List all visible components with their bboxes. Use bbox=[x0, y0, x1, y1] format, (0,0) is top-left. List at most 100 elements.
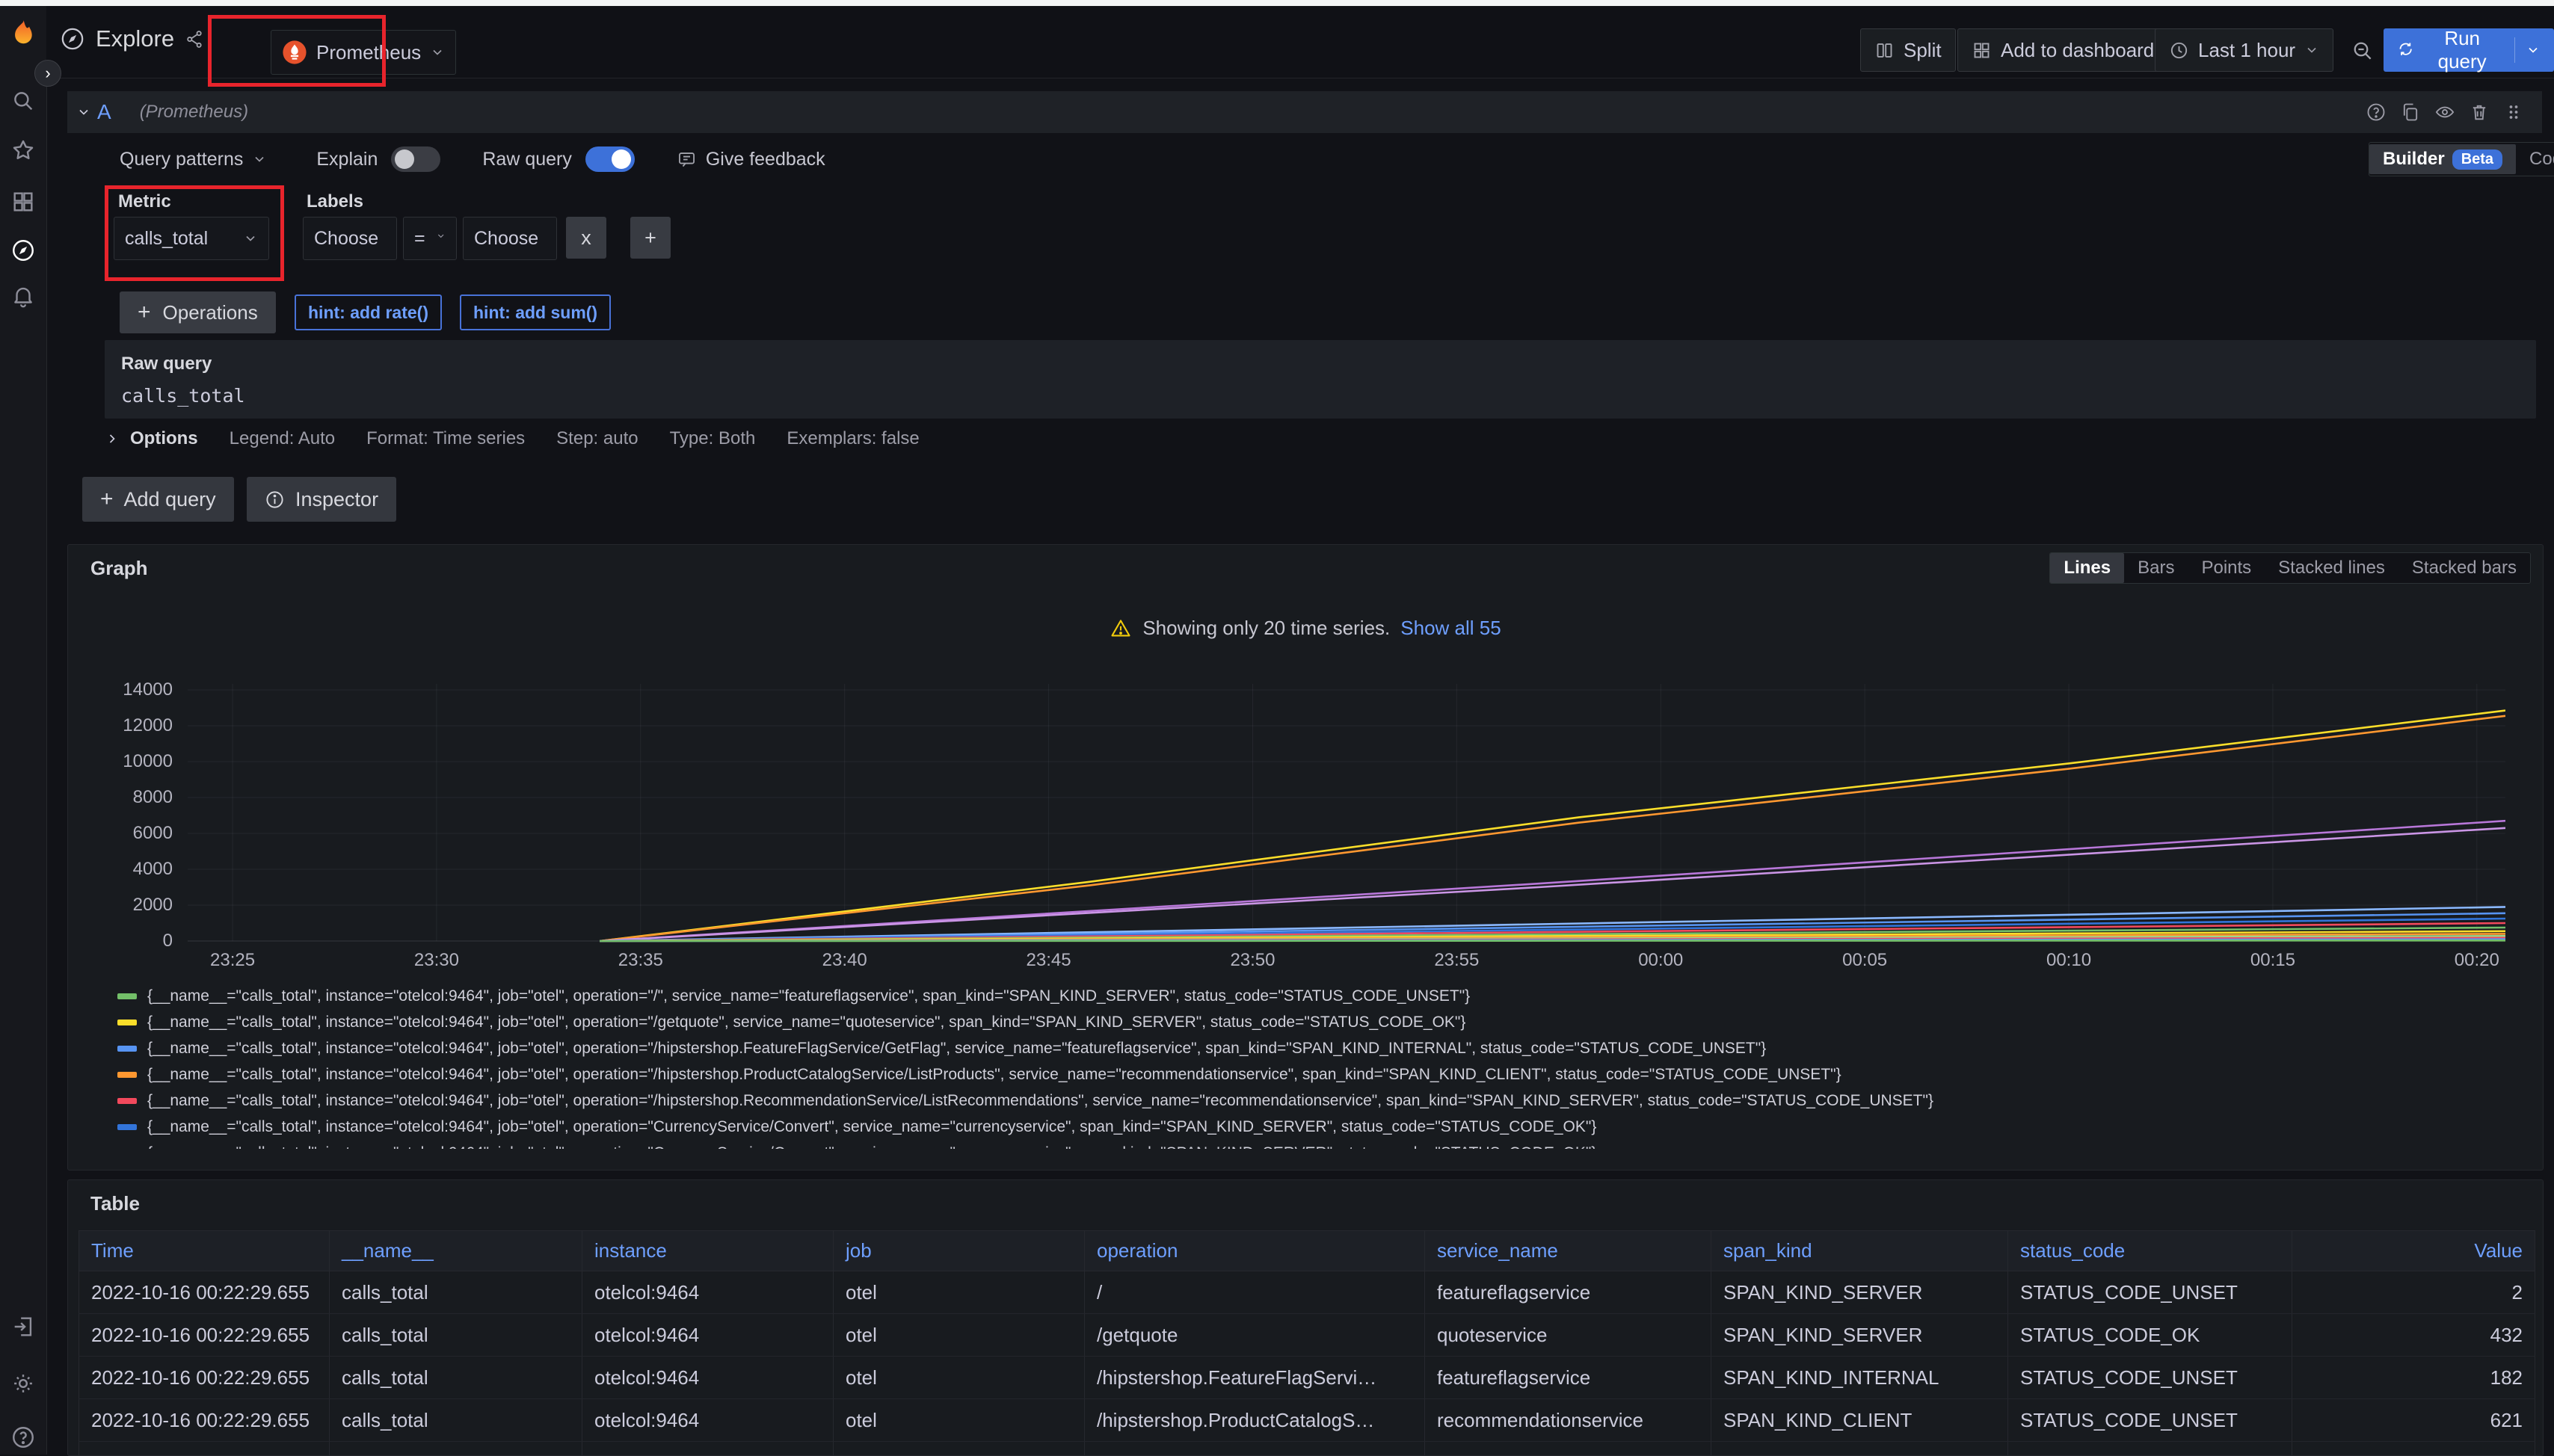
give-feedback-label: Give feedback bbox=[705, 148, 825, 170]
explain-toggle[interactable] bbox=[391, 146, 441, 172]
raw-query-toggle[interactable] bbox=[585, 146, 635, 172]
x-tick-label: 23:25 bbox=[210, 950, 256, 970]
label-value-select[interactable]: Choose bbox=[463, 217, 557, 260]
raw-query-toggle-label: Raw query bbox=[482, 148, 572, 170]
query-datasource-hint: (Prometheus) bbox=[139, 102, 249, 122]
remove-query-trash-icon[interactable] bbox=[2469, 102, 2490, 123]
results-table: Time __name__ instance job operation service_… bbox=[79, 1230, 2535, 1455]
table-header-cell[interactable]: service_name bbox=[1425, 1231, 1711, 1271]
graph-mode-points[interactable]: Points bbox=[2201, 558, 2252, 578]
legend-series-label: {__name__="calls_total", instance="otelc… bbox=[147, 1091, 1933, 1109]
option-item: Format: Time series bbox=[366, 428, 526, 448]
code-mode-tab[interactable]: Code bbox=[2516, 144, 2554, 174]
operations-button[interactable]: + Operations bbox=[120, 291, 276, 333]
table-cell: recommendationservice bbox=[1425, 1442, 1711, 1455]
explain-label: Explain bbox=[316, 148, 378, 170]
query-options-row[interactable]: Options Legend: Auto Format: Time series S… bbox=[105, 420, 2536, 457]
add-label-filter-button[interactable]: + bbox=[630, 217, 671, 259]
chevron-right-icon bbox=[105, 431, 120, 446]
sign-in-icon[interactable] bbox=[10, 1314, 36, 1339]
legend-row[interactable]: {__name__="calls_total", instance="otelc… bbox=[117, 1061, 1933, 1088]
explore-nav-icon[interactable] bbox=[10, 238, 36, 263]
table-cell: 621 bbox=[2292, 1399, 2535, 1441]
legend-row[interactable]: {__name__="calls_total", instance="otelc… bbox=[117, 1009, 1933, 1035]
legend-series-label: {__name__="calls_total", instance="otelc… bbox=[147, 1144, 1596, 1150]
table-cell: 432 bbox=[2292, 1314, 2535, 1356]
label-op-select[interactable]: = bbox=[403, 217, 457, 260]
legend-row[interactable]: {__name__="calls_total", instance="otelc… bbox=[117, 1035, 1933, 1061]
table-cell: 2 bbox=[2292, 1271, 2535, 1313]
table-header-cell[interactable]: Value bbox=[2292, 1231, 2535, 1271]
label-key-select[interactable]: Choose bbox=[303, 217, 397, 260]
graph-mode-stacked-bars[interactable]: Stacked bars bbox=[2411, 558, 2517, 578]
table-cell: SPAN_KIND_SERVER bbox=[1711, 1314, 2008, 1356]
drag-handle-icon[interactable] bbox=[2503, 102, 2524, 123]
inspector-button[interactable]: Inspector bbox=[247, 477, 397, 522]
label-value-value: Choose bbox=[474, 227, 539, 249]
sidebar-expand-button[interactable]: › bbox=[34, 60, 61, 87]
page-title: Explore bbox=[96, 25, 175, 52]
settings-gear-icon[interactable] bbox=[10, 1371, 36, 1396]
time-series-chart[interactable] bbox=[188, 684, 2505, 943]
legend-row[interactable]: {__name__="calls_total", instance="otelc… bbox=[117, 1114, 1933, 1140]
query-hint-button[interactable]: hint: add sum() bbox=[460, 294, 612, 330]
table-header-cell[interactable]: status_code bbox=[2008, 1231, 2292, 1271]
graph-mode-lines[interactable]: Lines bbox=[2050, 553, 2125, 583]
legend-color-swatch bbox=[117, 1123, 137, 1130]
graph-mode-stacked-lines[interactable]: Stacked lines bbox=[2278, 558, 2385, 578]
inspector-label: Inspector bbox=[295, 487, 379, 510]
labels-label: Labels bbox=[307, 191, 364, 212]
legend-row[interactable]: {__name__="calls_total", instance="otelc… bbox=[117, 1140, 1933, 1150]
datasource-picker[interactable]: Prometheus bbox=[271, 30, 457, 75]
table-cell: featureflagservice bbox=[1425, 1271, 1711, 1313]
search-icon[interactable] bbox=[10, 88, 36, 114]
legend-row[interactable]: {__name__="calls_total", instance="otelc… bbox=[117, 1088, 1933, 1114]
comment-icon bbox=[677, 149, 697, 170]
metric-select[interactable]: calls_total bbox=[114, 217, 269, 260]
table-cell: calls_total bbox=[330, 1399, 582, 1441]
split-button[interactable]: Split bbox=[1860, 28, 1956, 72]
table-header-cell[interactable]: __name__ bbox=[330, 1231, 582, 1271]
show-all-series-link[interactable]: Show all 55 bbox=[1400, 617, 1501, 639]
grafana-logo[interactable] bbox=[6, 16, 40, 51]
query-row-header[interactable]: A (Prometheus) bbox=[67, 91, 2542, 133]
table-cell: 2022-10-16 00:22:29.655 bbox=[79, 1399, 330, 1441]
time-range-picker[interactable]: Last 1 hour bbox=[2155, 28, 2334, 72]
duplicate-query-icon[interactable] bbox=[2400, 102, 2421, 123]
query-patterns-dropdown[interactable]: Query patterns bbox=[120, 149, 267, 170]
starred-icon[interactable] bbox=[10, 138, 36, 163]
table-header-cell[interactable]: Time bbox=[79, 1231, 330, 1271]
plus-icon: + bbox=[100, 487, 114, 511]
table-cell: SPAN_KIND_SERVER bbox=[1711, 1442, 2008, 1455]
builder-mode-tab[interactable]: Builder Beta bbox=[2369, 144, 2517, 174]
collapse-chevron-icon[interactable] bbox=[76, 105, 91, 120]
give-feedback-link[interactable]: Give feedback bbox=[677, 149, 825, 170]
add-to-dashboard-button[interactable]: Add to dashboard bbox=[1957, 28, 2169, 72]
graph-mode-bars[interactable]: Bars bbox=[2138, 558, 2175, 578]
alerting-bell-icon[interactable] bbox=[10, 283, 36, 309]
help-icon[interactable] bbox=[10, 1425, 36, 1450]
legend-series-label: {__name__="calls_total", instance="otelc… bbox=[147, 987, 1471, 1005]
run-query-dropdown[interactable] bbox=[2514, 37, 2541, 63]
table-header-cell[interactable]: operation bbox=[1085, 1231, 1425, 1271]
x-tick-label: 23:45 bbox=[1026, 950, 1071, 970]
query-help-icon[interactable] bbox=[2366, 102, 2387, 123]
share-icon[interactable] bbox=[185, 29, 205, 49]
table-header-cell[interactable]: span_kind bbox=[1711, 1231, 2008, 1271]
add-query-button[interactable]: + Add query bbox=[82, 477, 234, 522]
options-summary: Legend: Auto Format: Time series Step: aut… bbox=[230, 428, 920, 449]
run-query-button[interactable]: Run query bbox=[2384, 27, 2554, 73]
query-hint-button[interactable]: hint: add rate() bbox=[295, 294, 442, 330]
zoom-out-icon[interactable] bbox=[2351, 39, 2375, 63]
remove-label-filter-button[interactable]: x bbox=[566, 217, 606, 259]
hide-response-eye-icon[interactable] bbox=[2434, 102, 2455, 123]
legend-row[interactable]: {__name__="calls_total", instance="otelc… bbox=[117, 983, 1933, 1009]
table-cell: otel bbox=[834, 1442, 1085, 1455]
table-header-cell[interactable]: instance bbox=[582, 1231, 834, 1271]
y-tick-label: 8000 bbox=[132, 787, 173, 807]
dashboards-icon[interactable] bbox=[10, 189, 36, 215]
table-header-cell[interactable]: job bbox=[834, 1231, 1085, 1271]
table-panel-title: Table bbox=[90, 1192, 140, 1215]
legend-series-label: {__name__="calls_total", instance="otelc… bbox=[147, 1117, 1597, 1135]
